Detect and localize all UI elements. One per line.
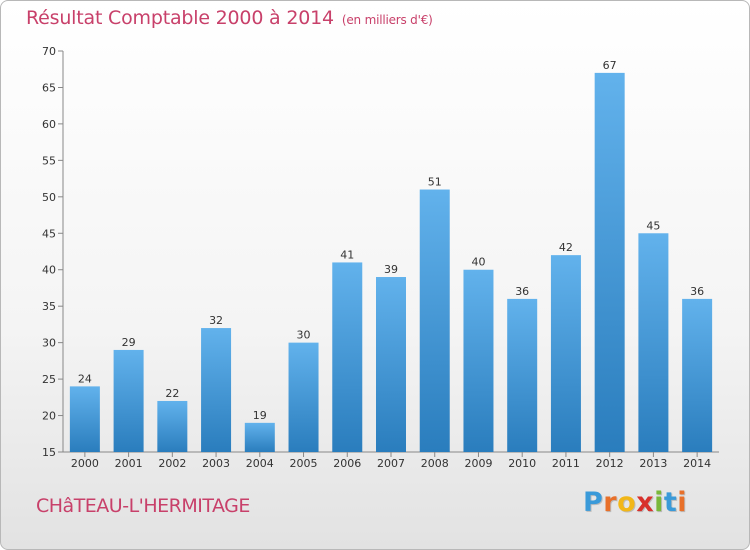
logo-letter: x — [636, 487, 655, 518]
y-tick-label: 35 — [42, 300, 56, 313]
logo-letter: r — [603, 487, 618, 518]
data-label-2013: 45 — [646, 219, 660, 232]
y-tick-label: 25 — [42, 373, 56, 386]
bar-2011 — [550, 255, 581, 452]
x-tick-label: 2001 — [115, 457, 143, 470]
data-label-2002: 22 — [165, 387, 179, 400]
bar-2005 — [288, 342, 319, 452]
y-tick-label: 20 — [42, 410, 56, 423]
logo-letter: i — [654, 487, 664, 518]
x-tick-label: 2004 — [246, 457, 274, 470]
data-label-2012: 67 — [603, 59, 617, 72]
y-tick-label: 65 — [42, 81, 56, 94]
x-tick-label: 2003 — [202, 457, 230, 470]
bar-2004 — [244, 422, 275, 452]
data-label-2006: 41 — [340, 248, 354, 261]
y-tick-label: 50 — [42, 191, 56, 204]
data-label-2005: 30 — [297, 329, 311, 342]
bar-2009 — [463, 269, 494, 452]
bar-2012 — [594, 72, 625, 452]
y-tick-label: 15 — [42, 446, 56, 459]
data-label-2009: 40 — [471, 256, 485, 269]
x-tick-label: 2009 — [464, 457, 492, 470]
x-tick-label: 2014 — [683, 457, 711, 470]
chart-data-labels: 24 29 22 32 19 30 41 39 51 40 36 42 67 45 36 — [78, 59, 704, 422]
data-label-2011: 42 — [559, 241, 573, 254]
bar-2007 — [376, 277, 406, 452]
x-tick-label: 2010 — [508, 457, 536, 470]
data-label-2001: 29 — [122, 336, 136, 349]
x-tick-label: 2000 — [71, 457, 99, 470]
y-tick-label: 45 — [42, 227, 56, 240]
chart-title: Résultat Comptable 2000 à 2014 — [26, 7, 334, 29]
data-label-2004: 19 — [253, 409, 267, 422]
y-tick-label: 60 — [42, 118, 56, 131]
x-tick-label: 2012 — [596, 457, 624, 470]
bar-2014 — [682, 298, 713, 452]
bar-2006 — [332, 262, 363, 452]
commune-name: CHâTEAU-L'HERMITAGE — [36, 495, 250, 517]
chart-title-row: Résultat Comptable 2000 à 2014 (en millie… — [26, 7, 433, 29]
logo-letter: t — [663, 487, 678, 518]
x-tick-label: 2006 — [333, 457, 361, 470]
logo-letter: P — [583, 487, 604, 518]
bar-2001 — [113, 349, 144, 452]
data-label-2003: 32 — [209, 314, 223, 327]
y-tick-label: 70 — [42, 45, 56, 58]
x-tick-label: 2007 — [377, 457, 405, 470]
bar-2002 — [157, 400, 188, 452]
bar-2013 — [638, 233, 669, 452]
data-label-2010: 36 — [515, 285, 529, 298]
bar-2008 — [419, 189, 450, 452]
x-tick-label: 2005 — [290, 457, 318, 470]
bar-2010 — [507, 298, 538, 452]
proxiti-logo: Proxiti — [583, 487, 687, 518]
x-tick-label: 2008 — [421, 457, 449, 470]
x-tick-label: 2013 — [639, 457, 667, 470]
chart-subtitle: (en milliers d'€) — [341, 13, 433, 27]
logo-letter: o — [617, 487, 637, 518]
chart-bars — [69, 72, 713, 452]
data-label-2008: 51 — [428, 176, 442, 189]
data-label-2000: 24 — [78, 372, 92, 385]
x-tick-label: 2011 — [552, 457, 580, 470]
y-tick-label: 40 — [42, 264, 56, 277]
y-tick-label: 30 — [42, 337, 56, 350]
bar-2003 — [201, 328, 232, 452]
logo-letter: i — [677, 487, 688, 518]
data-label-2014: 36 — [690, 285, 704, 298]
x-tick-label: 2002 — [158, 457, 186, 470]
data-label-2007: 39 — [384, 263, 398, 276]
bar-2000 — [69, 386, 100, 452]
y-tick-label: 55 — [42, 154, 56, 167]
